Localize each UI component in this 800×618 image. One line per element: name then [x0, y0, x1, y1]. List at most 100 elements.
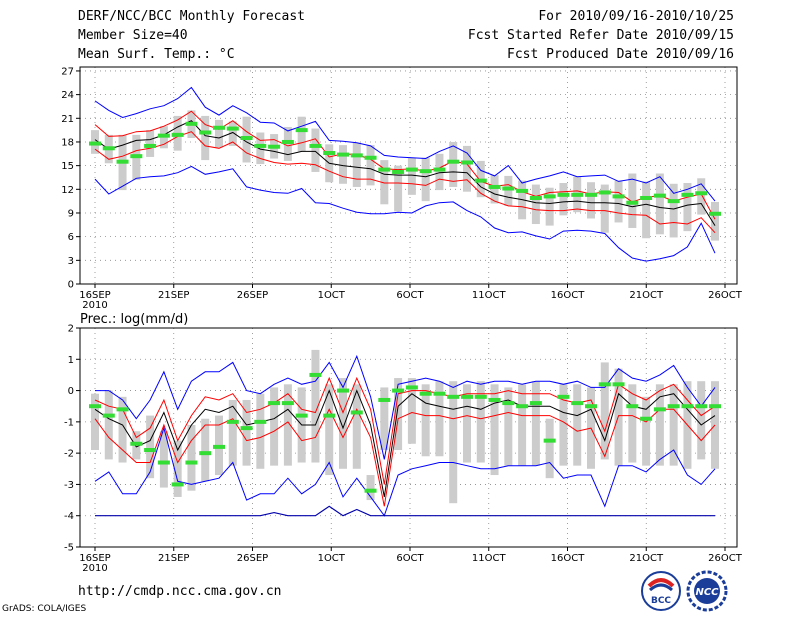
median-mark-temp: [213, 125, 225, 130]
median-mark-temp: [157, 133, 170, 138]
box-prec: [311, 349, 320, 463]
box-temp: [228, 121, 237, 146]
x-tick-label-prec: 2010: [82, 563, 107, 574]
y-tick-label-temp: 24: [61, 90, 74, 101]
median-mark-temp: [89, 141, 101, 146]
median-mark-temp: [185, 121, 198, 126]
median-mark-prec: [585, 404, 597, 409]
x-tick-label-temp: 26SEP: [237, 290, 268, 301]
median-mark-temp: [502, 186, 515, 191]
median-mark-temp: [364, 155, 377, 160]
x-tick-label-temp: 11OCT: [472, 290, 507, 301]
y-tick-label-temp: 3: [68, 256, 74, 267]
box-prec: [339, 378, 347, 469]
median-mark-temp: [612, 194, 625, 199]
median-mark-prec: [116, 407, 129, 412]
box-prec: [435, 381, 444, 457]
box-prec: [256, 393, 265, 469]
x-tick-label-prec: 21OCT: [629, 553, 664, 564]
median-mark-prec: [695, 404, 708, 409]
x-tick-label-prec: 1OCT: [318, 553, 346, 564]
x-tick-label-prec: 16OCT: [551, 553, 586, 564]
box-prec: [352, 384, 361, 469]
median-mark-temp: [116, 159, 129, 164]
y-tick-label-prec: 2: [68, 324, 74, 335]
median-mark-prec: [89, 404, 101, 409]
box-prec: [380, 387, 389, 451]
median-mark-temp: [709, 211, 721, 216]
box-temp: [435, 153, 444, 191]
box-temp: [394, 165, 403, 212]
median-mark-prec: [557, 394, 570, 399]
box-prec: [421, 384, 430, 457]
median-mark-prec: [447, 394, 460, 399]
box-temp: [531, 184, 540, 225]
box-prec: [187, 424, 196, 491]
median-mark-temp: [405, 167, 418, 172]
box-prec: [104, 390, 113, 460]
ncc-logo-text: NCC: [695, 587, 719, 598]
box-temp: [201, 115, 210, 161]
footer-url[interactable]: http://cmdp.ncc.cma.gov.cn: [78, 584, 282, 599]
x-tick-label-prec: 6OCT: [396, 553, 424, 564]
box-temp: [380, 160, 389, 205]
y-tick-label-temp: 12: [61, 185, 74, 196]
x-tick-label-temp: 2010: [82, 300, 107, 311]
median-mark-temp: [681, 192, 694, 197]
series-p_high-prec: [94, 376, 716, 485]
median-mark-prec: [295, 413, 308, 418]
box-prec: [545, 418, 554, 479]
median-mark-temp: [268, 144, 281, 149]
box-prec: [573, 384, 582, 466]
median-mark-prec: [543, 438, 556, 443]
median-mark-temp: [378, 167, 391, 172]
plot-frame-temp: [79, 66, 738, 285]
box-prec: [476, 381, 485, 463]
median-mark-temp: [543, 194, 556, 199]
median-mark-temp: [130, 154, 143, 159]
median-mark-temp: [102, 146, 115, 151]
median-mark-temp: [474, 178, 487, 183]
median-mark-temp: [350, 153, 363, 158]
median-mark-temp: [254, 143, 267, 148]
median-mark-prec: [254, 419, 267, 424]
box-temp: [463, 145, 471, 192]
median-mark-temp: [640, 195, 653, 200]
box-temp: [256, 132, 265, 165]
y-tick-label-temp: 9: [68, 208, 74, 219]
box-temp: [421, 157, 430, 202]
box-prec: [91, 393, 99, 451]
series-max-prec: [95, 354, 716, 460]
median-mark-temp: [516, 188, 529, 193]
median-mark-prec: [640, 416, 653, 421]
box-prec: [697, 381, 706, 460]
fcst-started-date: Fcst Started Refer Date 2010/09/15: [467, 28, 734, 43]
box-prec: [711, 381, 719, 469]
box-temp: [587, 182, 595, 219]
box-temp: [146, 130, 155, 157]
box-prec: [655, 384, 664, 466]
median-mark-prec: [529, 401, 542, 406]
x-tick-label-prec: 26SEP: [237, 553, 268, 564]
median-mark-prec: [709, 404, 721, 409]
box-prec: [490, 384, 499, 476]
grads-credit: GrADS: COLA/IGES: [2, 604, 87, 614]
box-prec: [628, 384, 637, 463]
box-temp: [449, 141, 458, 187]
box-temp: [215, 119, 223, 148]
x-tick-label-temp: 21OCT: [629, 290, 664, 301]
median-mark-prec: [653, 407, 666, 412]
box-prec: [504, 387, 513, 466]
y-tick-label-prec: -4: [64, 511, 74, 522]
x-tick-label-temp: 21SEP: [158, 290, 189, 301]
median-mark-prec: [350, 410, 363, 415]
box-temp: [655, 173, 664, 235]
median-mark-prec: [226, 419, 239, 424]
box-temp: [504, 175, 513, 206]
median-mark-temp: [571, 192, 584, 197]
box-temp: [642, 181, 651, 239]
y-tick-label-temp: 6: [68, 232, 74, 243]
box-prec: [118, 396, 127, 463]
box-prec: [159, 431, 168, 488]
